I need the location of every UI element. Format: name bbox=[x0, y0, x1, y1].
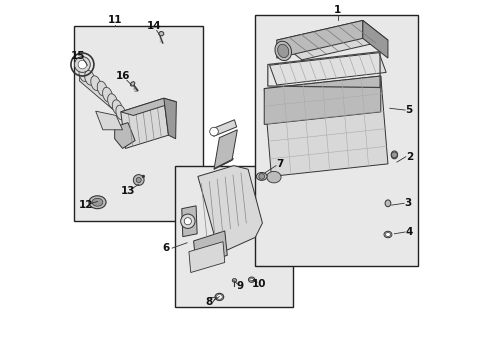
Polygon shape bbox=[182, 206, 197, 237]
Text: 11: 11 bbox=[107, 15, 122, 26]
Ellipse shape bbox=[84, 71, 94, 85]
Text: 10: 10 bbox=[252, 279, 266, 289]
Ellipse shape bbox=[215, 293, 223, 301]
Ellipse shape bbox=[249, 278, 253, 281]
Text: 6: 6 bbox=[163, 243, 170, 253]
Text: 1: 1 bbox=[333, 5, 341, 15]
Polygon shape bbox=[264, 76, 380, 125]
Ellipse shape bbox=[79, 67, 88, 82]
Polygon shape bbox=[214, 158, 233, 169]
Ellipse shape bbox=[248, 277, 254, 282]
Bar bbox=[174, 166, 292, 307]
Ellipse shape bbox=[130, 82, 135, 86]
Polygon shape bbox=[276, 21, 362, 58]
Polygon shape bbox=[193, 231, 227, 265]
Ellipse shape bbox=[232, 279, 236, 282]
Circle shape bbox=[209, 127, 218, 136]
Circle shape bbox=[180, 214, 195, 228]
Polygon shape bbox=[163, 98, 176, 139]
Polygon shape bbox=[80, 67, 123, 118]
Text: 13: 13 bbox=[121, 186, 135, 196]
Polygon shape bbox=[198, 166, 262, 253]
Ellipse shape bbox=[91, 76, 101, 91]
Polygon shape bbox=[269, 53, 386, 85]
Ellipse shape bbox=[383, 231, 391, 238]
Ellipse shape bbox=[107, 94, 117, 108]
Ellipse shape bbox=[384, 200, 390, 207]
Polygon shape bbox=[96, 111, 122, 130]
Polygon shape bbox=[188, 242, 224, 273]
Ellipse shape bbox=[274, 41, 291, 60]
Text: 12: 12 bbox=[79, 200, 93, 210]
Circle shape bbox=[258, 174, 264, 179]
Text: 15: 15 bbox=[71, 51, 85, 61]
Text: 5: 5 bbox=[404, 105, 411, 115]
Circle shape bbox=[133, 175, 144, 185]
Polygon shape bbox=[264, 76, 387, 176]
Text: 3: 3 bbox=[403, 198, 410, 208]
Polygon shape bbox=[362, 21, 387, 58]
Circle shape bbox=[78, 60, 86, 69]
Ellipse shape bbox=[89, 196, 106, 209]
Polygon shape bbox=[211, 120, 236, 136]
Text: 7: 7 bbox=[275, 159, 283, 169]
Ellipse shape bbox=[216, 294, 222, 299]
Circle shape bbox=[74, 57, 90, 72]
Ellipse shape bbox=[159, 32, 163, 36]
Ellipse shape bbox=[112, 100, 122, 114]
Ellipse shape bbox=[256, 172, 266, 180]
Text: 2: 2 bbox=[405, 152, 412, 162]
Ellipse shape bbox=[102, 87, 112, 102]
Polygon shape bbox=[115, 123, 135, 148]
Ellipse shape bbox=[266, 171, 281, 183]
Ellipse shape bbox=[385, 233, 389, 237]
Circle shape bbox=[142, 175, 144, 178]
Ellipse shape bbox=[277, 44, 288, 58]
Ellipse shape bbox=[97, 81, 107, 96]
Polygon shape bbox=[214, 130, 237, 169]
Text: 9: 9 bbox=[236, 281, 243, 291]
Circle shape bbox=[391, 152, 396, 158]
Text: 14: 14 bbox=[146, 21, 161, 31]
Bar bbox=[74, 26, 203, 221]
Polygon shape bbox=[121, 98, 176, 116]
Polygon shape bbox=[276, 21, 387, 60]
Ellipse shape bbox=[390, 151, 397, 159]
Circle shape bbox=[184, 218, 191, 225]
Polygon shape bbox=[121, 98, 168, 148]
Bar bbox=[255, 15, 418, 266]
Text: 8: 8 bbox=[205, 297, 213, 307]
Circle shape bbox=[136, 177, 141, 183]
Ellipse shape bbox=[116, 105, 125, 120]
Text: 4: 4 bbox=[404, 227, 411, 237]
Text: 16: 16 bbox=[116, 71, 130, 81]
Ellipse shape bbox=[92, 198, 102, 206]
